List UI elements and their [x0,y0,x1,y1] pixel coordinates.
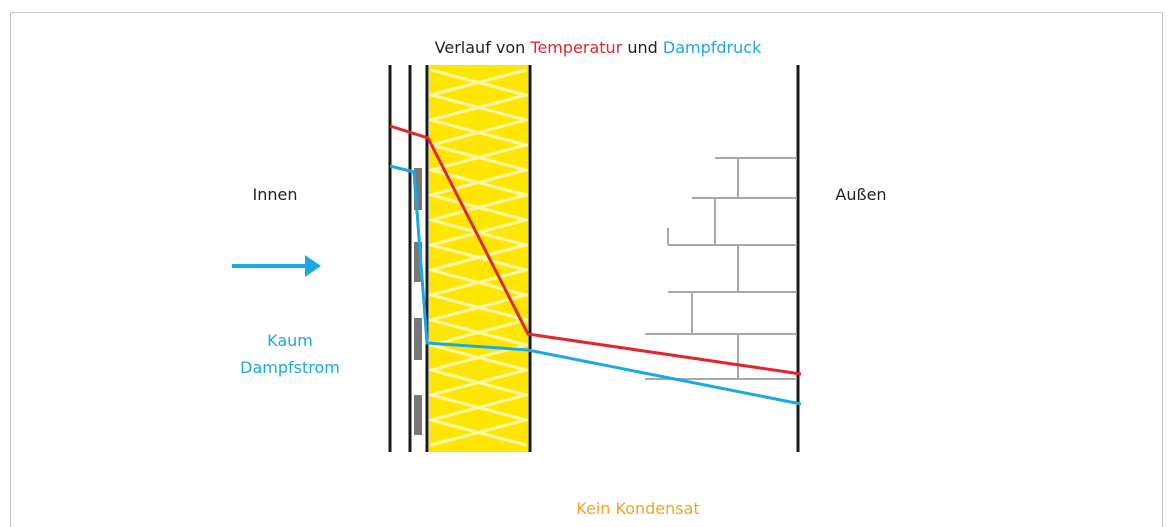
outside-label: Außen [835,185,886,204]
vapor-pressure-line [389,164,802,406]
title-temperature: Temperatur [529,38,622,57]
inside-label: Innen [253,185,298,204]
flow-arrow-head [305,255,321,277]
title-joiner: und [627,38,657,57]
flow-label: Dampfstrom [240,358,340,377]
title-pressure: Dampfdruck [663,38,762,57]
batten [414,242,422,282]
batten [414,168,422,210]
batten [414,395,422,435]
bricks [645,157,797,380]
title-prefix: Verlauf von [435,38,526,57]
result-label: Kein Kondensat [576,499,699,518]
insulation-pattern [425,68,532,447]
title: Verlauf von Temperatur und Dampfdruck [435,38,762,57]
battens [414,168,422,435]
temperature-line [389,124,802,376]
walls [388,65,800,452]
flow-label: Kaum [267,331,313,350]
batten [414,318,422,360]
